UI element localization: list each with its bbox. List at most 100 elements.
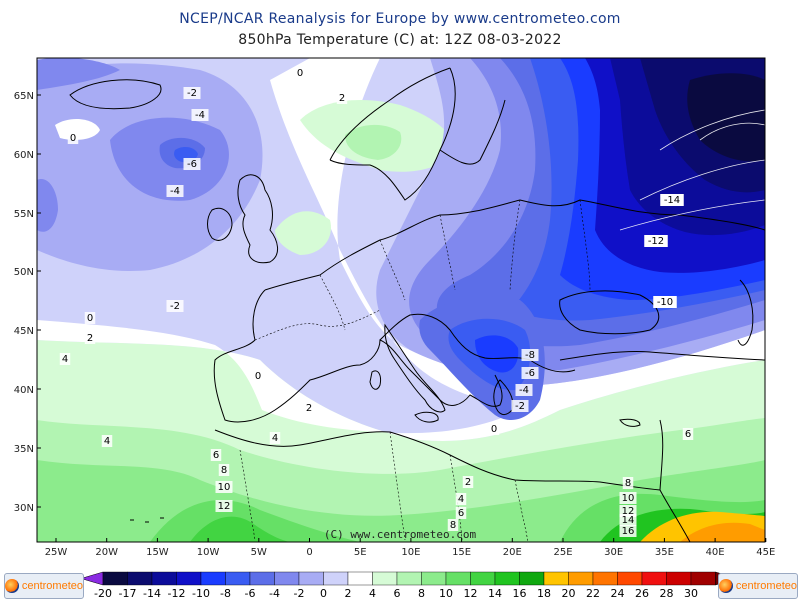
lon-label: 15W	[146, 547, 169, 558]
contour-label-bg	[462, 476, 474, 488]
contour-label-bg	[191, 109, 209, 121]
legend-label: 28	[660, 587, 674, 600]
lat-label: 65N	[14, 91, 34, 102]
legend-label: -12	[168, 587, 186, 600]
contour-label-bg	[252, 370, 264, 382]
lon-label: 20E	[503, 547, 522, 558]
legend-swatch	[274, 571, 300, 586]
legend-label: 30	[684, 587, 698, 600]
legend-swatch	[445, 571, 471, 586]
contour-label: -4	[519, 385, 529, 396]
legend-label: -17	[119, 587, 137, 600]
legend-swatch	[568, 571, 594, 586]
contour-label-bg	[67, 132, 79, 144]
contour-label: -4	[195, 110, 205, 121]
contour-label-bg	[269, 432, 281, 444]
contour-label: 6	[213, 450, 219, 461]
contour-label-bg	[215, 481, 233, 493]
lon-label: 15E	[452, 547, 471, 558]
legend-swatch	[372, 571, 398, 586]
latitude-labels: 65N 60N 55N 50N 45N 40N 35N 30N	[14, 91, 41, 514]
legend-label: -20	[94, 587, 112, 600]
contour-label: 12	[218, 501, 231, 512]
contour-lines	[619, 109, 765, 231]
contour-label: 2	[306, 403, 312, 414]
legend-swatch	[641, 571, 667, 586]
legend-label: 20	[562, 587, 576, 600]
contour-label: 0	[70, 133, 76, 144]
legend-swatch	[421, 571, 447, 586]
lon-label: 20W	[95, 547, 118, 558]
contour-label-bg	[294, 67, 306, 79]
legend-label: 14	[488, 587, 502, 600]
contour-label: 6	[685, 429, 691, 440]
map-frame	[36, 57, 766, 543]
lon-label: 10E	[401, 547, 420, 558]
contour-label-bg	[166, 300, 184, 312]
logo-left: centrometeo	[4, 573, 84, 599]
contour-label: -6	[525, 368, 535, 379]
legend-label: -4	[269, 587, 280, 600]
contour-label: 6	[458, 508, 464, 519]
contour-label: 12	[622, 506, 635, 517]
legend-label: 6	[394, 587, 401, 600]
contour-label: -2	[515, 401, 525, 412]
contour-label: 16	[622, 526, 635, 537]
contour-label: 2	[339, 93, 345, 104]
legend-label: 4	[369, 587, 376, 600]
legend-label: -2	[294, 587, 305, 600]
contour-label-bg	[59, 353, 71, 365]
contour-label: 0	[255, 371, 261, 382]
lat-label: 60N	[14, 150, 34, 161]
contour-label: 4	[62, 354, 68, 365]
color-legend: -20 -17 -14 -12 -10 -8 -6 -4 -2 0 2 4 6 8 10 12 14 16 18 20…	[80, 571, 739, 600]
legend-swatch	[151, 571, 177, 586]
legend-label: 24	[611, 587, 625, 600]
legend-label: 26	[635, 587, 649, 600]
contour-label-bg	[660, 194, 684, 206]
contour-label-bg	[183, 87, 201, 99]
contour-label-bg	[619, 525, 637, 537]
lat-label: 55N	[14, 209, 34, 220]
map-title: NCEP/NCAR Reanalysis for Europe by www.c…	[179, 11, 621, 27]
legend-swatch	[470, 571, 496, 586]
legend-swatch	[323, 571, 349, 586]
contour-label: -6	[187, 159, 197, 170]
lat-label: 45N	[14, 326, 34, 337]
contour-label-bg	[644, 235, 668, 247]
logo-icon	[719, 579, 733, 593]
contour-label-bg	[511, 400, 529, 412]
contour-label-bg	[166, 185, 184, 197]
contour-label: 0	[297, 68, 303, 79]
lon-label: 10W	[197, 547, 220, 558]
contour-label-bg	[84, 332, 96, 344]
legend-swatch	[102, 571, 128, 586]
map-subtitle: 850hPa Temperature (C) at: 12Z 08-03-202…	[238, 32, 562, 48]
copyright-text: (C) www.centrometeo.com	[324, 528, 477, 541]
legend-label: 10	[439, 587, 453, 600]
legend-label: 16	[513, 587, 527, 600]
lat-label: 30N	[14, 503, 34, 514]
contour-label-bg	[521, 367, 539, 379]
legend-swatch	[617, 571, 643, 586]
legend-label: 18	[537, 587, 551, 600]
legend-label: 2	[345, 587, 352, 600]
contour-label: -2	[170, 301, 180, 312]
legend-swatch	[249, 571, 275, 586]
contour-label: 14	[622, 515, 635, 526]
lon-label: 30E	[604, 547, 623, 558]
contour-label-bg	[619, 492, 637, 504]
contour-label-bg	[455, 507, 467, 519]
lon-label: 40E	[706, 547, 725, 558]
contour-label: 8	[450, 520, 456, 531]
contour-label: 10	[622, 493, 635, 504]
contour-label-bg	[215, 500, 233, 512]
contour-label: 2	[465, 477, 471, 488]
logo-right: centrometeo	[718, 573, 798, 599]
contour-label: 4	[104, 436, 110, 447]
contour-label-bg	[619, 514, 637, 526]
legend-label: -14	[143, 587, 161, 600]
legend-swatch	[543, 571, 569, 586]
